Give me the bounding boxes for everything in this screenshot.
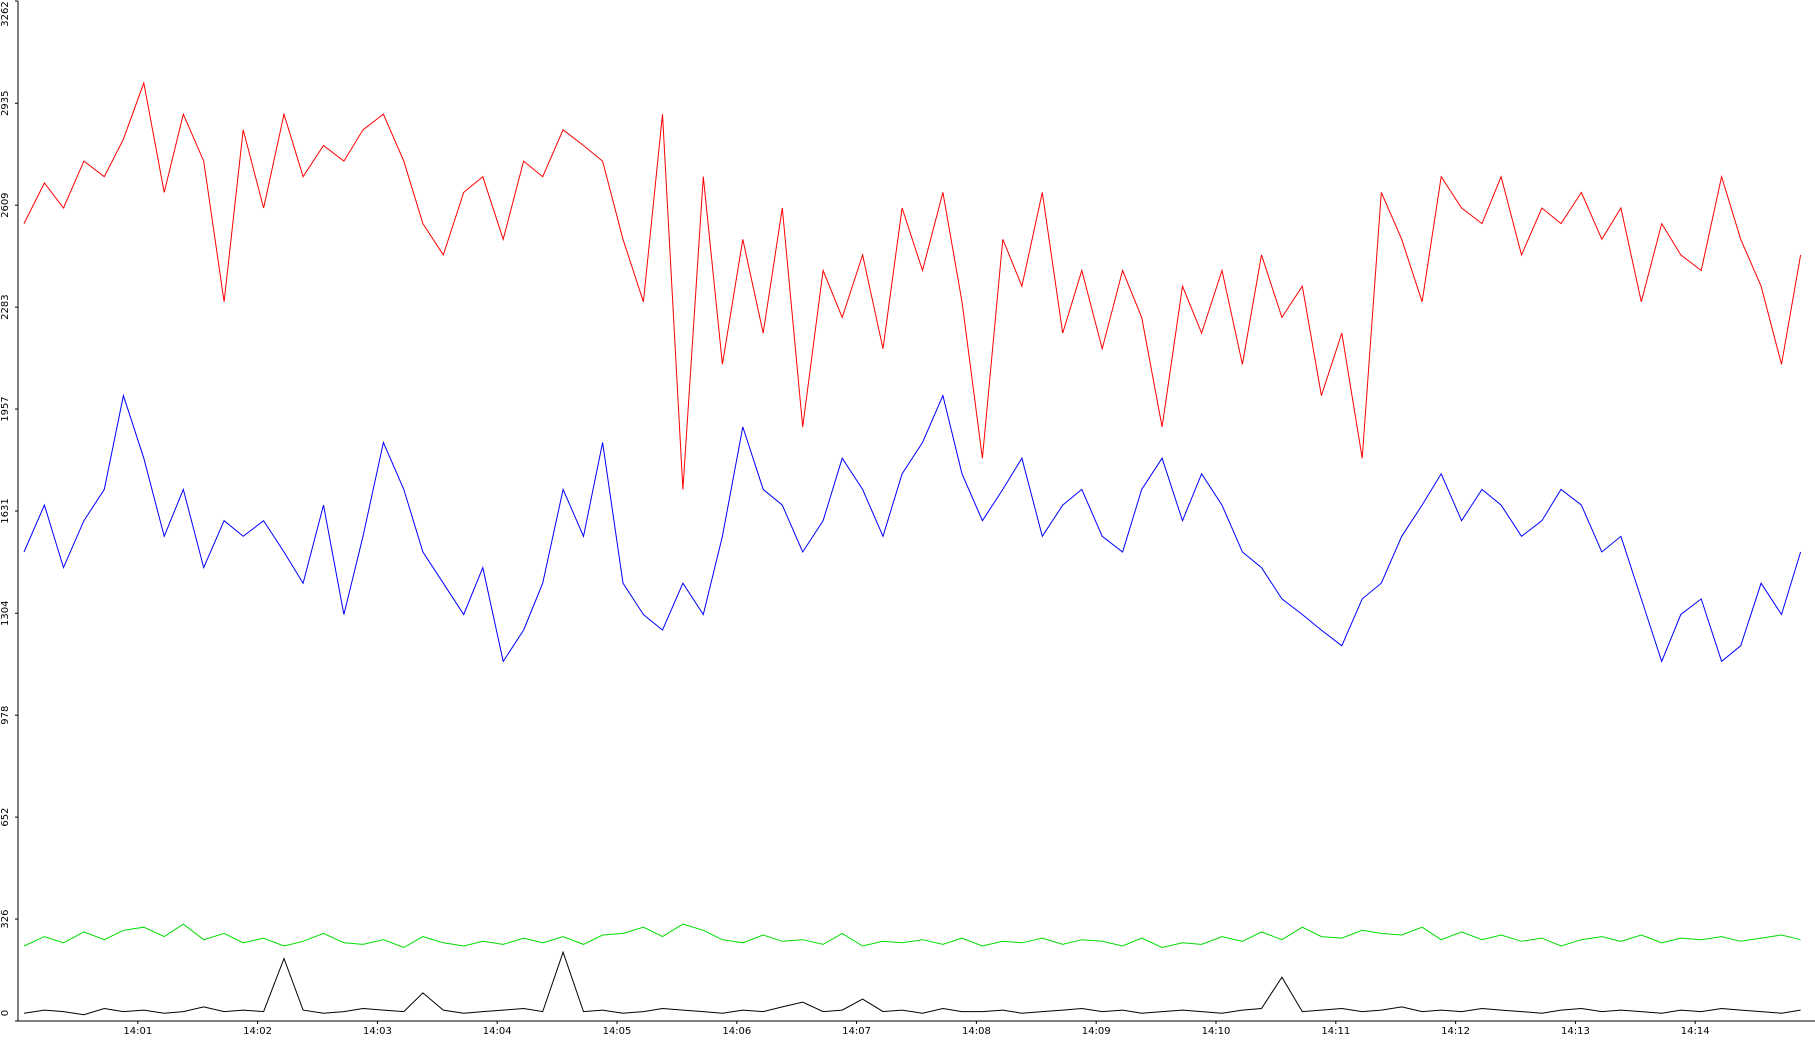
y-tick-label: 978 [0, 706, 11, 725]
y-tick-label: 2609 [0, 192, 11, 217]
y-tick-label: 3262 [0, 1, 11, 26]
y-tick-label: 1304 [0, 601, 11, 626]
x-tick-label: 14:08 [962, 1026, 991, 1037]
x-tick-label: 14:13 [1561, 1026, 1590, 1037]
x-tick-label: 14:05 [603, 1026, 632, 1037]
x-tick-label: 14:10 [1202, 1026, 1231, 1037]
x-tick-label: 14:02 [243, 1026, 272, 1037]
y-tick-label: 1957 [0, 396, 11, 421]
x-tick-label: 14:04 [483, 1026, 512, 1037]
x-tick-label: 14:14 [1681, 1026, 1710, 1037]
y-tick-label: 652 [0, 808, 11, 827]
x-tick-label: 14:09 [1082, 1026, 1111, 1037]
y-tick-label: 2935 [0, 91, 11, 116]
y-tick-label: 326 [0, 910, 11, 929]
series-line [23, 923, 1801, 949]
x-tick-label: 14:11 [1321, 1026, 1350, 1037]
x-tick-label: 14:03 [363, 1026, 392, 1037]
series-line [23, 81, 1802, 490]
x-tick-label: 14:06 [722, 1026, 751, 1037]
y-tick-label: 1631 [0, 498, 11, 523]
x-tick-label: 14:01 [123, 1026, 152, 1037]
x-tick-label: 14:07 [842, 1026, 871, 1037]
y-tick-label: 0 [0, 1010, 11, 1016]
series-line [23, 950, 1801, 1016]
y-tick-label: 2283 [0, 294, 11, 319]
x-tick-label: 14:12 [1441, 1026, 1470, 1037]
series-line [23, 393, 1802, 663]
